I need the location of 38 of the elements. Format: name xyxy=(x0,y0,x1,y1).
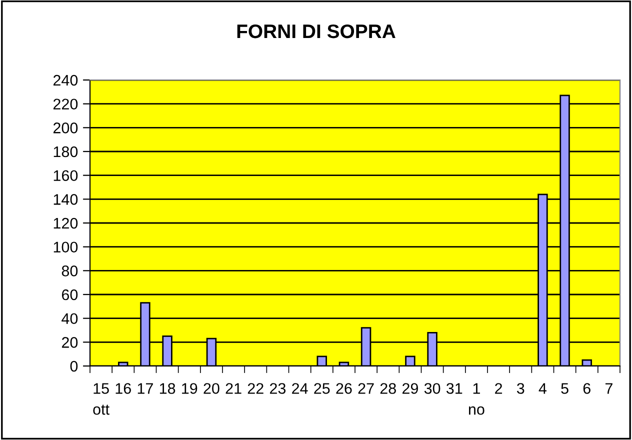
x-tick-label: 1 no xyxy=(468,383,484,415)
y-tick-label: 80 xyxy=(62,266,78,276)
x-tick-label: 28 xyxy=(380,383,396,394)
x-tick-label: 6 xyxy=(583,383,590,394)
x-tick-label: 21 xyxy=(226,383,242,394)
y-tick-label: 240 xyxy=(53,74,78,86)
y-tick-label: 180 xyxy=(54,146,78,158)
chart-title: FORNI DI SOPRA xyxy=(237,24,396,38)
x-tick-label: 5 xyxy=(561,383,568,394)
x-tick-label: 18 xyxy=(160,383,176,394)
x-tick-label: 17 xyxy=(138,383,153,394)
x-tick-label: 3 xyxy=(516,383,524,394)
x-tick-label: 26 xyxy=(336,383,352,394)
x-tick-label: 2 xyxy=(495,383,502,394)
y-tick-label: 20 xyxy=(62,337,78,348)
x-tick-label: 7 xyxy=(605,383,612,394)
y-tick-label: 100 xyxy=(54,242,78,253)
x-tick-label: 19 xyxy=(182,383,198,394)
y-tick-label: 140 xyxy=(54,194,78,205)
x-tick-label: 30 xyxy=(424,383,440,394)
x-tick-label: 31 xyxy=(446,383,462,394)
x-tick-label: 25 xyxy=(314,383,330,394)
x-tick-label: 15 ott xyxy=(93,383,110,415)
y-tick-label: 0 xyxy=(70,360,78,372)
y-tick-label: 120 xyxy=(54,218,78,229)
x-tick-label: 20 xyxy=(204,383,220,394)
y-tick-label: 200 xyxy=(53,122,78,134)
y-tick-label: 220 xyxy=(53,98,78,110)
x-tick-label: 29 xyxy=(402,383,418,394)
x-tick-label: 4 xyxy=(538,383,547,394)
y-tick-label: 160 xyxy=(54,170,78,182)
y-tick-label: 60 xyxy=(62,289,78,300)
x-tick-label: 22 xyxy=(248,383,264,394)
x-tick-label: 23 xyxy=(270,383,286,394)
x-tick-label: 27 xyxy=(358,383,374,394)
x-tick-label: 16 xyxy=(116,383,131,394)
x-tick-label: 24 xyxy=(292,383,308,394)
y-tick-label: 40 xyxy=(62,313,78,324)
